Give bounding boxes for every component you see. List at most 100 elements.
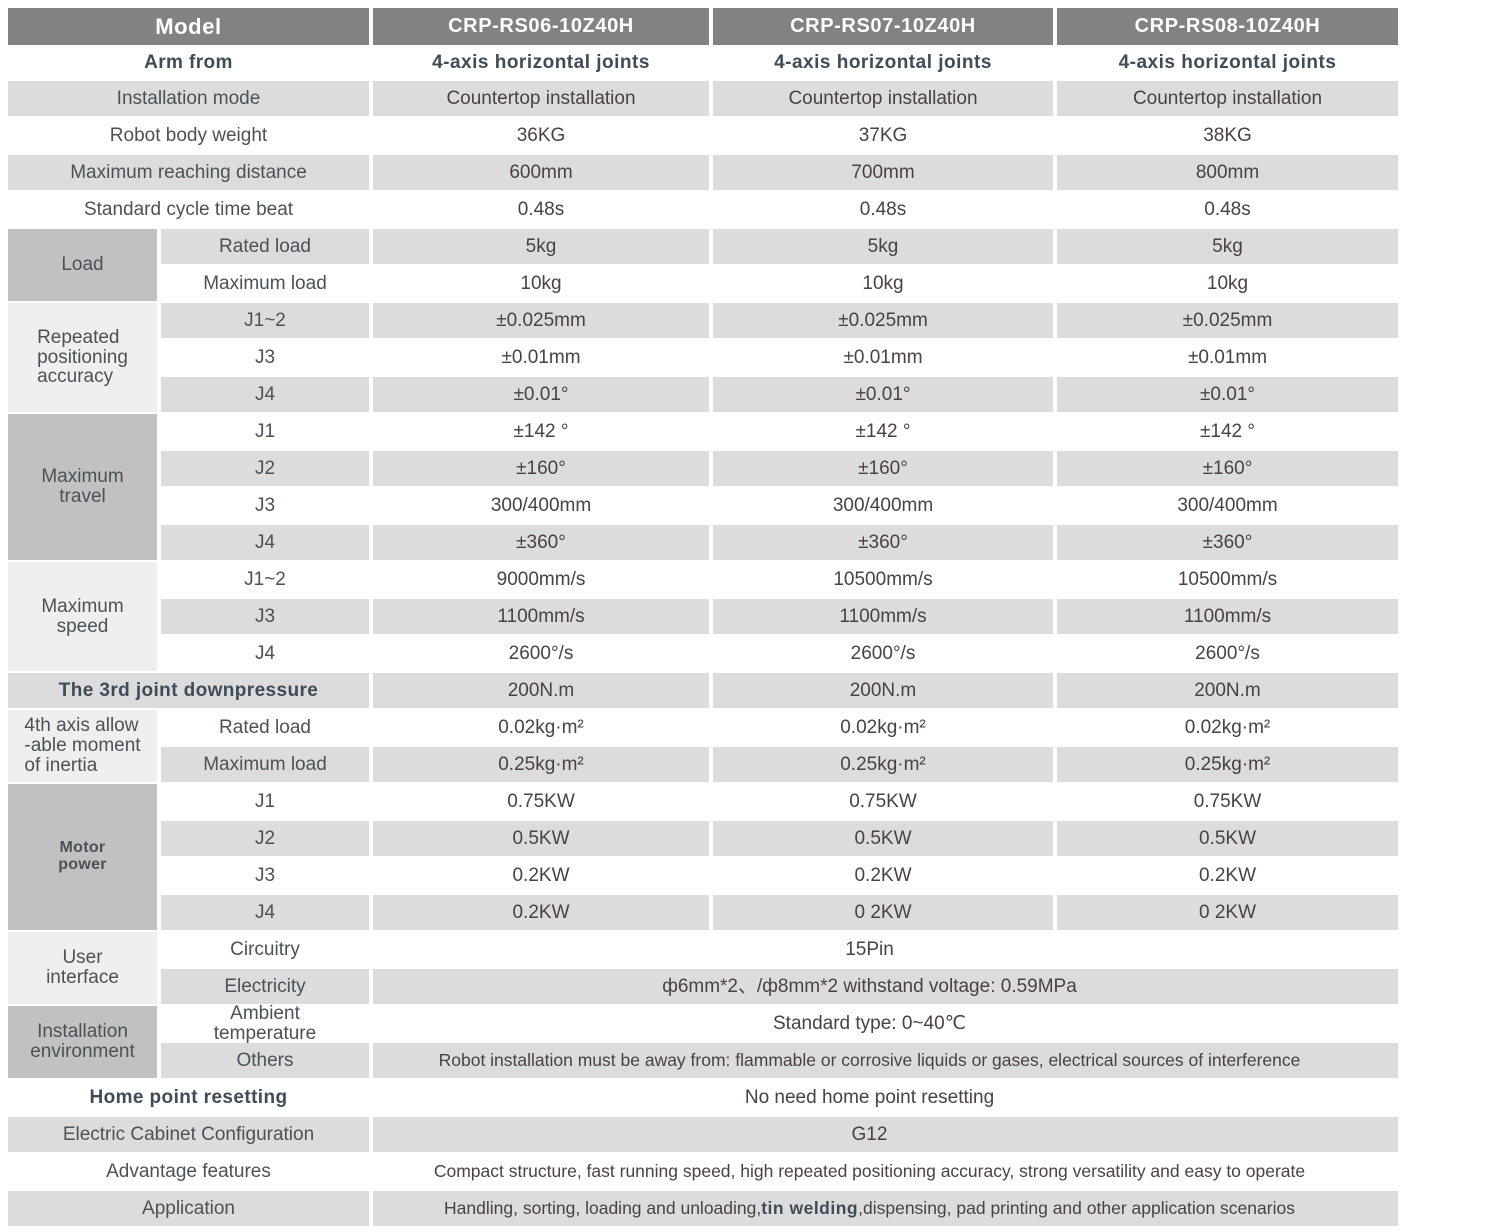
sub-label: J3	[254, 494, 276, 516]
row-label: Advantage features	[106, 1160, 271, 1182]
value-cell: Countertop installation	[713, 81, 1053, 116]
value-cell-span: 15Pin	[845, 938, 894, 960]
value-cell: 700mm	[713, 155, 1053, 190]
value-cell: 0.2KW	[1198, 864, 1257, 886]
sub-label: J4	[161, 895, 369, 930]
value-cell: 0.02kg·m²	[1184, 716, 1271, 738]
value-cell: 300/400mm	[1177, 494, 1278, 516]
value-cell: 9000mm/s	[496, 568, 586, 590]
value-cell: 5kg	[1057, 229, 1398, 264]
value-cell-span: G12	[373, 1117, 1398, 1152]
value-cell: 0.75KW	[849, 790, 917, 812]
value-cell: 10500mm/s	[833, 568, 933, 590]
value-cell-span: Compact structure, fast running speed, h…	[433, 1161, 1306, 1182]
sub-label: J3	[254, 346, 276, 368]
value-cell: ±142 °	[855, 420, 911, 442]
sub-label: J4	[254, 642, 276, 664]
value-cell: ±0.025mm	[1057, 303, 1398, 338]
value-cell-span: ф6mm*2、/ф8mm*2 withstand voltage: 0.59MP…	[373, 969, 1398, 1004]
section-label: Maximum speed	[8, 562, 157, 671]
section-label: Installation environment	[8, 1006, 157, 1078]
value-cell: 0 2KW	[1057, 895, 1398, 930]
value-cell: ±142 °	[1199, 420, 1255, 442]
value-cell: 0.25kg·m²	[713, 747, 1053, 782]
value-cell: 0.5KW	[713, 821, 1053, 856]
model-name-1: CRP-RS06-10Z40H	[373, 8, 709, 45]
sub-label: Rated load	[161, 229, 369, 264]
row-label: The 3rd joint downpressure	[8, 673, 369, 708]
row-label: Robot body weight	[109, 124, 268, 146]
section-label: User interface	[8, 932, 157, 1004]
value-cell: 0.02kg·m²	[840, 716, 926, 738]
value-cell: 600mm	[373, 155, 709, 190]
section-label-text: Maximum speed	[41, 595, 124, 637]
sub-label: J2	[161, 451, 369, 486]
value-cell: 4-axis horizontal joints	[1118, 52, 1337, 74]
spec-table: Model CRP-RS06-10Z40H CRP-RS07-10Z40H CR…	[8, 8, 1398, 1226]
row-label: Electric Cabinet Configuration	[8, 1117, 369, 1152]
sub-label: Maximum load	[161, 747, 369, 782]
sub-label: J1~2	[161, 303, 369, 338]
value-cell: ±160°	[373, 451, 709, 486]
value-cell: ±0.01mm	[501, 346, 581, 368]
value-text: ,dispensing, pad printing and other appl…	[858, 1198, 1295, 1219]
value-cell: 800mm	[1057, 155, 1398, 190]
value-cell-span: Handling, sorting, loading and unloading…	[373, 1191, 1398, 1226]
value-cell: 10500mm/s	[1177, 568, 1278, 590]
value-cell: 0.48s	[1204, 198, 1251, 220]
value-cell: 4-axis horizontal joints	[432, 52, 650, 74]
row-label: Application	[8, 1191, 369, 1226]
value-cell: Countertop installation	[373, 81, 709, 116]
value-cell: 2600°/s	[1195, 642, 1260, 664]
value-cell: 0.2KW	[854, 864, 912, 886]
value-cell: 0.2KW	[512, 864, 570, 886]
row-label: Standard cycle time beat	[83, 198, 294, 220]
value-cell: 2600°/s	[850, 642, 916, 664]
sub-label: Others	[161, 1043, 369, 1078]
value-cell: ±0.025mm	[713, 303, 1053, 338]
value-cell-span: Standard type: 0~40℃	[773, 1012, 966, 1034]
value-cell: 0.5KW	[373, 821, 709, 856]
value-cell: 0.75KW	[1193, 790, 1262, 812]
value-cell: 38KG	[1203, 124, 1252, 146]
section-label: Motor power	[8, 784, 157, 930]
value-cell: 0.5KW	[1057, 821, 1398, 856]
value-cell: ±0.01°	[373, 377, 709, 412]
row-label: Arm from	[144, 52, 233, 74]
value-cell: ±360°	[1057, 525, 1398, 560]
section-label-text: User interface	[46, 947, 119, 988]
section-label: Repeated positioning accuracy	[8, 303, 157, 412]
sub-label: Circuitry	[230, 938, 300, 960]
value-cell: 0.48s	[859, 198, 907, 220]
value-cell: 37KG	[858, 124, 908, 146]
value-cell: 2600°/s	[508, 642, 574, 664]
section-label-text: 4th axis allow -able moment of inertia	[24, 715, 141, 776]
value-cell: 0.2KW	[373, 895, 709, 930]
sub-label: Maximum load	[203, 272, 327, 294]
value-cell: ±160°	[1057, 451, 1398, 486]
value-text: Handling, sorting, loading and unloading…	[444, 1198, 762, 1219]
sub-label: J3	[254, 864, 276, 886]
value-cell: 0.25kg·m²	[1057, 747, 1398, 782]
value-cell: 0.48s	[517, 198, 565, 220]
value-cell: 1100mm/s	[373, 599, 709, 634]
section-label: Maximum travel	[8, 414, 157, 560]
value-cell: Countertop installation	[1057, 81, 1398, 116]
value-cell: 300/400mm	[832, 494, 934, 516]
row-label: Maximum reaching distance	[8, 155, 369, 190]
value-cell: ±360°	[713, 525, 1053, 560]
value-cell: ±0.01°	[1057, 377, 1398, 412]
value-cell: 4-axis horizontal joints	[774, 52, 992, 74]
section-label: Load	[8, 229, 157, 301]
value-cell: 0 2KW	[713, 895, 1053, 930]
value-cell: 10kg	[1206, 272, 1249, 294]
section-label-text: Load	[61, 254, 104, 276]
value-cell: ±142 °	[513, 420, 569, 442]
row-label: Home point resetting	[89, 1086, 288, 1108]
value-cell: 1100mm/s	[713, 599, 1053, 634]
value-cell-span: Robot installation must be away from: fl…	[373, 1043, 1398, 1078]
value-cell: ±160°	[713, 451, 1053, 486]
model-name-3: CRP-RS08-10Z40H	[1057, 8, 1398, 45]
value-cell: 0.25kg·m²	[373, 747, 709, 782]
sub-label: Ambient temperature	[213, 1002, 317, 1044]
